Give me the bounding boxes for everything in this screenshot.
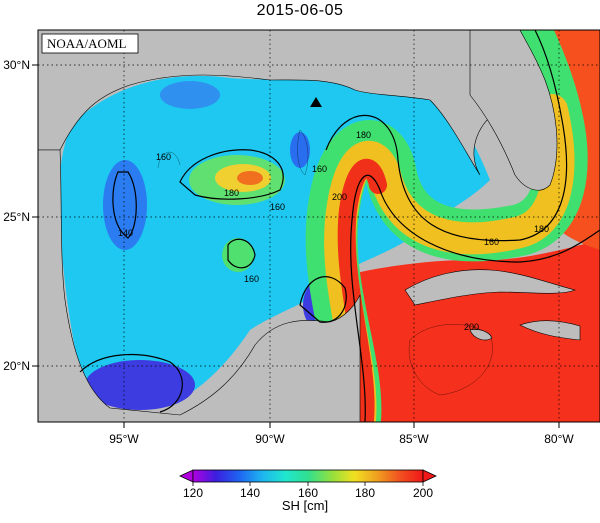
colorbar-ramp xyxy=(192,469,424,483)
colorbar-unit-label: SH [cm] xyxy=(281,498,329,513)
map-frame xyxy=(37,29,600,423)
eddy-core xyxy=(237,171,263,185)
thin-contours xyxy=(157,129,493,396)
contour-label: 200 xyxy=(464,322,479,332)
map-title: 2015-06-05 xyxy=(256,2,344,19)
low-small xyxy=(290,132,310,168)
lat-tick-label: 25°N xyxy=(3,210,30,224)
lat-tick-label: 20°N xyxy=(3,359,30,373)
lon-tick-label: 80°W xyxy=(544,432,574,446)
contour-label: 160 xyxy=(270,202,285,212)
colorbar-low-arrow xyxy=(179,469,194,483)
colorbar-tick-label: 140 xyxy=(240,486,260,500)
contours xyxy=(79,30,600,422)
credit-box xyxy=(41,33,139,54)
lon-tick-label: 95°W xyxy=(109,432,139,446)
land-florida xyxy=(469,30,558,191)
low-southwest xyxy=(85,360,195,410)
map-field: 160 140 180 160 160 200 180 160 180 160 … xyxy=(38,30,600,422)
low-north xyxy=(160,81,220,109)
colorbar-tick-label: 200 xyxy=(413,486,433,500)
lat-tick-label: 30°N xyxy=(3,58,30,72)
graticule xyxy=(38,30,600,422)
colorbar: 120 140 160 180 200 xyxy=(179,469,437,500)
contour-label: 180 xyxy=(224,188,239,198)
contour-label: 160 xyxy=(244,274,259,284)
contour-label: 160 xyxy=(484,237,499,247)
lon-tick-label: 85°W xyxy=(399,432,429,446)
lon-tick-label: 90°W xyxy=(255,432,285,446)
land-cuba xyxy=(404,269,576,306)
station-triangle xyxy=(310,97,322,107)
colorbar-tick-label: 160 xyxy=(298,486,318,500)
colorbar-tick-label: 120 xyxy=(183,486,203,500)
colorbar-tick-label: 180 xyxy=(355,486,375,500)
colorbar-high-arrow xyxy=(422,469,437,483)
credit-label: NOAA/AOML xyxy=(47,36,127,51)
contour-label: 160 xyxy=(312,164,327,174)
lat-axis: 30°N 25°N 20°N xyxy=(3,58,38,373)
lon-axis: 95°W 90°W 85°W 80°W xyxy=(109,422,574,446)
contour-label: 200 xyxy=(332,192,347,202)
contour-label: 160 xyxy=(156,152,171,162)
land-caribbean-islands xyxy=(469,320,581,341)
contour-label: 180 xyxy=(356,130,371,140)
contour-label: 180 xyxy=(534,224,549,234)
contour-label: 140 xyxy=(118,228,133,238)
